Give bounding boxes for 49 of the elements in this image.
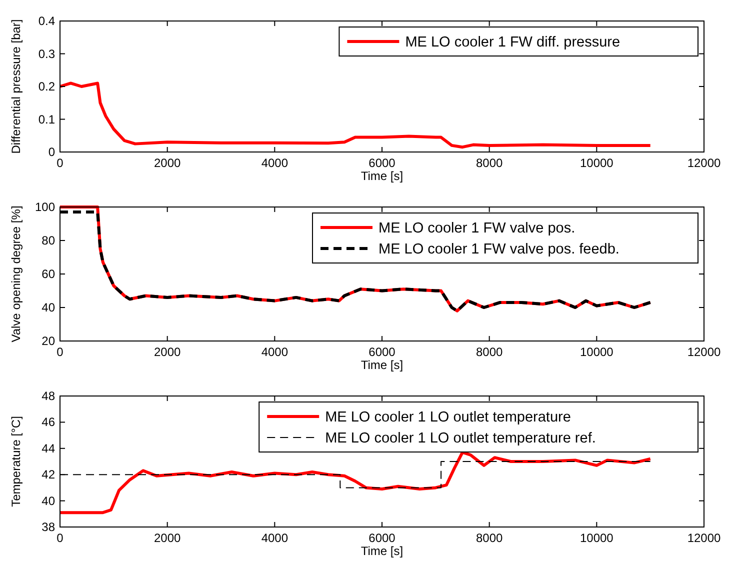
x-tick-label: 6000	[368, 345, 396, 359]
x-axis-title: Time [s]	[360, 169, 404, 183]
x-tick-label: 4000	[261, 156, 288, 170]
x-tick-label: 10000	[580, 345, 614, 359]
legend-label: ME LO cooler 1 LO outlet temperature	[325, 410, 571, 426]
x-tick-label: 10000	[580, 156, 614, 170]
x-tick-label: 10000	[580, 531, 614, 545]
x-tick-label: 12000	[687, 156, 722, 170]
y-axis-title: Valve opening degree [%]	[9, 206, 23, 342]
x-tick-label: 0	[56, 156, 64, 170]
x-tick-label: 6000	[368, 156, 396, 170]
x-tick-label: 8000	[476, 156, 504, 170]
x-tick-label: 6000	[368, 531, 396, 545]
legend-label: ME LO cooler 1 FW valve pos. feedb.	[378, 242, 620, 258]
x-axis-title: Time [s]	[360, 544, 404, 558]
legend-label: ME LO cooler 1 LO outlet temperature ref.	[325, 430, 596, 446]
x-tick-label: 8000	[476, 345, 504, 359]
y-tick-label: 0	[48, 145, 56, 159]
y-tick-label: 0.2	[38, 80, 56, 94]
y-tick-label: 46	[42, 415, 56, 430]
x-tick-label: 8000	[476, 531, 504, 545]
x-tick-label: 4000	[261, 531, 288, 545]
x-tick-label: 0	[56, 531, 64, 545]
y-tick-label: 40	[42, 300, 56, 314]
x-tick-label: 2000	[154, 531, 182, 545]
line-series	[58, 82, 652, 149]
x-axis-title: Time [s]	[360, 358, 404, 372]
y-tick-label: 42	[42, 468, 56, 482]
y-tick-label: 0.3	[38, 46, 56, 61]
y-tick-label: 40	[42, 494, 56, 508]
y-tick-label: 80	[42, 234, 56, 248]
y-tick-label: 38	[42, 520, 56, 534]
y-tick-label: 100	[34, 200, 56, 214]
y-axis-title: Temperature [°C]	[9, 416, 23, 507]
y-axis-title: Differential pressure [bar]	[9, 19, 23, 154]
x-tick-label: 2000	[154, 156, 182, 170]
x-tick-label: 2000	[154, 345, 182, 359]
legend-label: ME LO cooler 1 FW valve pos.	[378, 220, 576, 236]
y-tick-label: 48	[42, 389, 56, 403]
y-tick-label: 44	[42, 441, 56, 456]
y-tick-label: 60	[42, 267, 56, 281]
x-tick-label: 4000	[261, 345, 288, 359]
y-tick-label: 20	[42, 334, 56, 348]
legend-label: ME LO cooler 1 FW diff. pressure	[405, 34, 620, 50]
x-tick-label: 12000	[687, 345, 722, 359]
x-tick-label: 0	[56, 345, 64, 359]
y-tick-label: 0.4	[38, 14, 56, 28]
x-tick-label: 12000	[687, 531, 722, 545]
y-tick-label: 0.1	[38, 112, 56, 126]
